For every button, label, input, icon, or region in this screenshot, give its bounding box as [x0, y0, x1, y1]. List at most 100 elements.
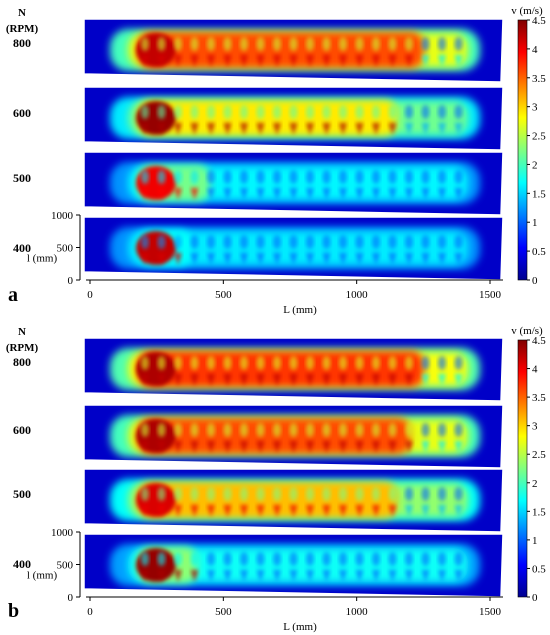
field-vane-dip: [223, 441, 232, 453]
field-vane-dip: [190, 253, 199, 265]
field-vane-dip: [223, 188, 232, 200]
field-vane-gap: [306, 105, 314, 119]
field-vane-dip: [322, 123, 331, 135]
field-vane-gap: [256, 37, 265, 51]
field-vane-gap: [157, 487, 166, 501]
field-vane-gap: [207, 105, 215, 119]
field-vane-dip: [289, 253, 298, 265]
colorbar: [517, 19, 528, 281]
field-vane-dip: [207, 570, 215, 582]
field-vane-dip: [190, 374, 199, 386]
field-vane-dip: [223, 55, 232, 67]
field-vane-dip: [405, 188, 413, 200]
field-vane-gap: [174, 356, 182, 370]
field-vane-gap: [355, 235, 364, 249]
y-tick-label: 1000: [51, 527, 74, 539]
field-vane-gap: [289, 105, 298, 119]
field-vane-dip: [405, 253, 413, 265]
field-vane-dip: [207, 55, 215, 67]
field-peak-spot: [136, 33, 176, 67]
field-vane-gap: [289, 487, 298, 501]
field-outline: [83, 468, 504, 533]
field-vane-gap: [405, 105, 413, 119]
field-vane-dip: [240, 570, 248, 582]
field-vane-gap: [372, 37, 380, 51]
field-vane-dip: [421, 123, 430, 135]
field-vane-dip: [256, 374, 265, 386]
field-vane-dip: [372, 441, 380, 453]
field-vane-dip: [355, 188, 364, 200]
field-vane-gap: [190, 356, 199, 370]
field-vane-dip: [190, 570, 199, 582]
field-vane-dip: [322, 570, 331, 582]
field-vane-dip: [141, 123, 149, 135]
field-vane-gap: [322, 105, 331, 119]
field-vane-dip: [339, 253, 347, 265]
field-vane-gap: [421, 37, 430, 51]
field-vane-gap: [421, 105, 430, 119]
x-tick-label: 500: [215, 606, 232, 618]
field-vane-gap: [355, 170, 364, 184]
field-vane-gap: [405, 170, 413, 184]
field-vane-dip: [322, 374, 331, 386]
field-vane-dip: [388, 253, 397, 265]
field-vane-gap: [388, 37, 397, 51]
rpm-label: 500: [13, 487, 31, 501]
colorbar-title: v (m/s): [511, 325, 543, 337]
field-vane-dip: [388, 374, 397, 386]
y-axis-label: l (mm): [27, 570, 58, 582]
rpm-label: 600: [13, 106, 31, 120]
field-vane-dip: [454, 253, 463, 265]
field-vane-gap: [339, 487, 347, 501]
field-vane-gap: [190, 423, 199, 437]
field-rpm-500: [84, 469, 503, 532]
field-vane-dip: [273, 441, 281, 453]
field-vane-gap: [306, 37, 314, 51]
y-tick-label: 1000: [51, 210, 74, 222]
colorbar-tick-label: 0.5: [532, 246, 546, 258]
field-vane-dip: [174, 505, 182, 517]
field-vane-gap: [388, 552, 397, 566]
field-vane-dip: [190, 123, 199, 135]
field-rpm-600: [84, 87, 503, 150]
colorbar-tick-label: 0: [532, 592, 538, 604]
field-core-region: [138, 32, 424, 68]
field-vane-dip: [141, 188, 149, 200]
field-vane-dip: [306, 374, 314, 386]
field-vane-dip: [372, 570, 380, 582]
field-vane-dip: [421, 441, 430, 453]
field-vane-gap: [454, 37, 463, 51]
field-vane-gap: [190, 235, 199, 249]
field-peak-spot: [136, 419, 176, 453]
field-vane-gap: [223, 105, 232, 119]
colorbar-title: v (m/s): [511, 5, 543, 17]
field-vane-dip: [388, 505, 397, 517]
field-vane-gap: [174, 37, 182, 51]
field-vane-dip: [421, 188, 430, 200]
field-vane-dip: [405, 374, 413, 386]
field-vane-dip: [405, 505, 413, 517]
field-vane-gap: [372, 105, 380, 119]
field-vane-gap: [273, 235, 281, 249]
field-vane-dip: [355, 570, 364, 582]
field-vane-gap: [289, 356, 298, 370]
field-vane-gap: [388, 235, 397, 249]
x-tick-label: 500: [215, 289, 232, 301]
field-vane-gap: [190, 170, 199, 184]
field-vane-dip: [289, 505, 298, 517]
field-vane-dip: [289, 55, 298, 67]
field-vane-gap: [388, 105, 397, 119]
field-vane-dip: [289, 188, 298, 200]
field-vane-dip: [174, 374, 182, 386]
field-vane-dip: [355, 441, 364, 453]
field-vane-dip: [141, 55, 149, 67]
field-vane-dip: [157, 374, 166, 386]
field-vane-gap: [256, 105, 265, 119]
field-vane-gap: [141, 423, 149, 437]
field-core-region: [138, 482, 397, 518]
field-vane-gap: [322, 37, 331, 51]
field-vane-gap: [388, 423, 397, 437]
field-vane-gap: [174, 235, 182, 249]
field-vane-dip: [207, 505, 215, 517]
field-vane-dip: [438, 55, 446, 67]
